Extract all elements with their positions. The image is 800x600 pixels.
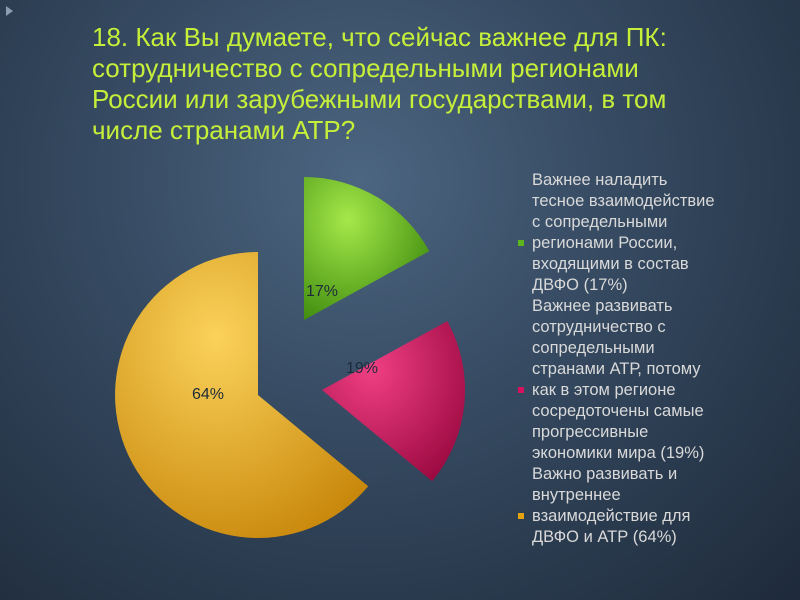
pie-slice xyxy=(115,252,369,538)
legend-text-line: ДВФО (17%) xyxy=(532,276,628,294)
legend-text-line: Важно развивать и xyxy=(532,465,678,483)
legend-text-line: сотрудничество с xyxy=(532,318,666,336)
legend-text-line: ДВФО и АТР (64%) xyxy=(532,528,677,546)
slide-title: 18. Как Вы думаете, что сейчас важнее дл… xyxy=(92,22,752,146)
legend-text-line: странами АТР, потому xyxy=(532,360,701,378)
legend-text-line: Важнее наладить xyxy=(532,171,668,189)
legend-swatch xyxy=(518,240,524,246)
slide-title-line: 18. Как Вы думаете, что сейчас важнее дл… xyxy=(92,22,667,52)
legend-text-line: регионами России, xyxy=(532,234,678,252)
legend-text-line: с сопредельными xyxy=(532,213,668,231)
slide-title-line: сотрудничество с сопредельными регионами xyxy=(92,53,639,83)
legend-swatch xyxy=(518,513,524,519)
slide-title-line: России или зарубежными государствами, в … xyxy=(92,84,667,114)
pie-slice xyxy=(304,177,430,320)
slice-data-label: 64% xyxy=(192,386,224,403)
legend-text-line: экономики мира (19%) xyxy=(532,444,705,462)
chart-legend: Важнее наладить тесное взаимодействие с со… xyxy=(516,170,766,562)
legend-text-line: взаимодействие для xyxy=(532,507,691,525)
slice-data-label: 17% xyxy=(306,283,338,300)
legend-swatch xyxy=(518,387,524,393)
legend-text-line: тесное взаимодействие xyxy=(532,192,715,210)
nav-arrow-icon xyxy=(6,6,13,16)
legend-text-line: Важнее развивать xyxy=(532,297,673,315)
legend-text-line: внутреннее xyxy=(532,486,621,504)
legend-item: Важнее развивать сотрудничество с сопредел… xyxy=(516,296,766,464)
legend-text-line: сосредоточены самые xyxy=(532,402,704,420)
legend-text-line: входящими в состав xyxy=(532,255,689,273)
slide-title-line: числе странами АТР? xyxy=(92,115,356,145)
legend-text-line: сопредельными xyxy=(532,339,655,357)
legend-text-line: прогрессивные xyxy=(532,423,649,441)
legend-item: Важно развивать и внутреннее взаимодействи… xyxy=(516,464,766,548)
slice-data-label: 19% xyxy=(346,360,378,377)
legend-text-line: как в этом регионе xyxy=(532,381,676,399)
legend-item: Важнее наладить тесное взаимодействие с со… xyxy=(516,170,766,296)
pie-slice xyxy=(322,321,466,482)
